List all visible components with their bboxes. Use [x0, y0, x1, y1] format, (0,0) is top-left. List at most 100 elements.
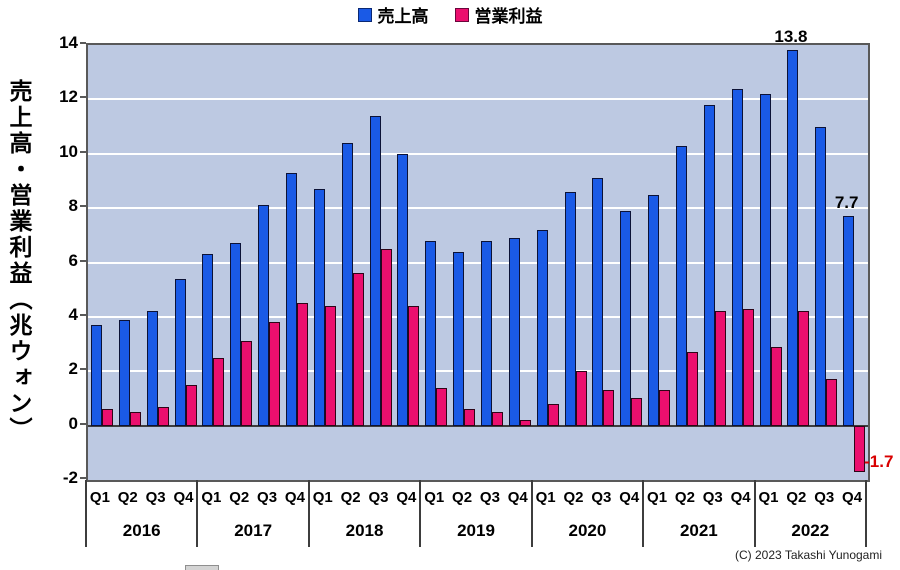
bar-revenue-2016-Q2: [118, 319, 130, 426]
bar-profit-2021-Q2: [687, 352, 698, 426]
y-tick-mark-12: [80, 96, 86, 99]
y-tick-label-2: 2: [68, 359, 78, 379]
x-tick-2020-Q4: Q4: [619, 489, 640, 506]
data-label--1.7: -1.7: [864, 451, 894, 471]
bar-profit-2019-Q4: [519, 420, 531, 426]
bar-profit-2016-Q3: [157, 406, 169, 426]
bar-profit-2017-Q2: [241, 341, 253, 426]
y-tick-label-14: 14: [59, 33, 78, 52]
bar-revenue-2022-Q4: [843, 216, 855, 426]
y-tick-label-12: 12: [59, 87, 78, 107]
x-tick-2022-Q2: Q2: [786, 489, 807, 506]
bar-revenue-2022-Q2: [787, 50, 799, 426]
bar-revenue-2021-Q4: [731, 88, 743, 426]
bar-revenue-2018-Q4: [397, 153, 409, 426]
bar-profit-2018-Q4: [408, 306, 420, 426]
bar-revenue-2021-Q1: [648, 194, 660, 426]
y-tick-mark-4: [80, 313, 86, 316]
bar-revenue-2020-Q3: [592, 178, 604, 426]
year-label-2017: 2017: [234, 521, 273, 540]
year-label-2016: 2016: [122, 521, 161, 540]
y-tick-label-10: 10: [59, 141, 78, 161]
y-tick-label-4: 4: [68, 304, 78, 324]
y-tick-label-0: 0: [68, 413, 78, 433]
y-tick-mark-2: [80, 368, 86, 371]
y-tick-mark-14: [80, 42, 86, 44]
bar-profit-2021-Q3: [714, 311, 726, 426]
x-tick-2022-Q1: Q1: [758, 489, 779, 506]
bar-revenue-2021-Q3: [703, 104, 715, 426]
bar-profit-2018-Q3: [380, 248, 392, 426]
copyright-text: (C) 2023 Takashi Yunogami: [735, 548, 882, 562]
bar-revenue-2020-Q2: [564, 191, 576, 426]
bar-profit-2017-Q3: [269, 322, 281, 426]
year-separator-3: [419, 480, 422, 547]
bar-profit-2016-Q4: [185, 384, 197, 426]
year-separator-6: [753, 480, 756, 547]
y-tick-mark-6: [80, 259, 86, 262]
legend: 売上高 営業利益: [0, 2, 900, 27]
bar-revenue-2019-Q3: [481, 240, 492, 426]
x-tick-2018-Q3: Q3: [368, 489, 389, 506]
x-tick-2016-Q1: Q1: [89, 489, 110, 506]
data-label-13.8: 13.8: [774, 27, 808, 47]
gridline-8: [88, 207, 868, 210]
y-tick-mark-8: [80, 205, 86, 208]
year-separator-7: [865, 480, 867, 547]
y-tick-mark-0: [80, 422, 86, 425]
gridline-6: [88, 261, 868, 264]
bar-revenue-2016-Q4: [174, 278, 186, 426]
x-tick-2021-Q4: Q4: [730, 489, 751, 506]
x-tick-2017-Q2: Q2: [229, 489, 250, 506]
bar-profit-2021-Q4: [742, 308, 754, 426]
data-label-7.7: 7.7: [834, 193, 859, 213]
bar-profit-2022-Q1: [770, 346, 782, 426]
profit-swatch-icon: [454, 7, 469, 22]
bar-profit-2022-Q3: [826, 379, 838, 426]
bar-profit-2020-Q1: [547, 403, 559, 426]
x-tick-2019-Q4: Q4: [507, 489, 528, 506]
bar-revenue-2017-Q3: [258, 205, 270, 426]
bar-revenue-2017-Q1: [202, 254, 214, 426]
bar-profit-2019-Q1: [436, 387, 448, 426]
gridline-12: [88, 98, 868, 101]
year-label-2022: 2022: [791, 521, 830, 540]
bar-revenue-2016-Q3: [146, 311, 158, 426]
x-tick-2021-Q2: Q2: [674, 489, 695, 506]
year-separator-0: [85, 480, 87, 547]
bar-revenue-2022-Q3: [815, 126, 827, 426]
bar-profit-2022-Q2: [798, 311, 810, 426]
x-tick-2020-Q3: Q3: [591, 489, 612, 506]
legend-label-profit: 営業利益: [474, 7, 543, 26]
bar-revenue-2018-Q2: [341, 142, 353, 426]
y-tick-label-8: 8: [68, 196, 78, 216]
bar-revenue-2020-Q1: [536, 229, 548, 426]
gridline-10: [88, 152, 868, 155]
bar-revenue-2019-Q4: [508, 238, 520, 426]
year-label-2020: 2020: [568, 521, 607, 540]
bar-profit-2020-Q2: [575, 371, 587, 426]
cropped-element-bottom: [185, 565, 219, 570]
x-tick-2020-Q1: Q1: [535, 489, 556, 506]
year-separator-2: [307, 480, 310, 547]
year-label-2018: 2018: [345, 521, 384, 540]
bar-revenue-2021-Q2: [676, 145, 687, 426]
y-tick-label--2: -2: [62, 468, 78, 487]
x-tick-2018-Q1: Q1: [312, 489, 333, 506]
bar-profit-2020-Q4: [631, 398, 643, 426]
x-tick-2016-Q2: Q2: [117, 489, 138, 506]
x-tick-2017-Q1: Q1: [201, 489, 222, 506]
x-tick-2017-Q4: Q4: [284, 489, 305, 506]
x-tick-2019-Q3: Q3: [479, 489, 500, 506]
gridline-2: [88, 370, 868, 373]
x-tick-2019-Q2: Q2: [452, 489, 473, 506]
bar-revenue-2020-Q4: [620, 210, 632, 426]
year-separator-5: [642, 480, 645, 547]
y-tick-mark-10: [80, 150, 86, 153]
year-label-2021: 2021: [679, 521, 718, 540]
bar-profit-2022-Q4: [854, 425, 866, 472]
bar-profit-2019-Q3: [492, 412, 503, 426]
x-tick-2021-Q1: Q1: [647, 489, 668, 506]
year-separator-4: [530, 480, 533, 547]
